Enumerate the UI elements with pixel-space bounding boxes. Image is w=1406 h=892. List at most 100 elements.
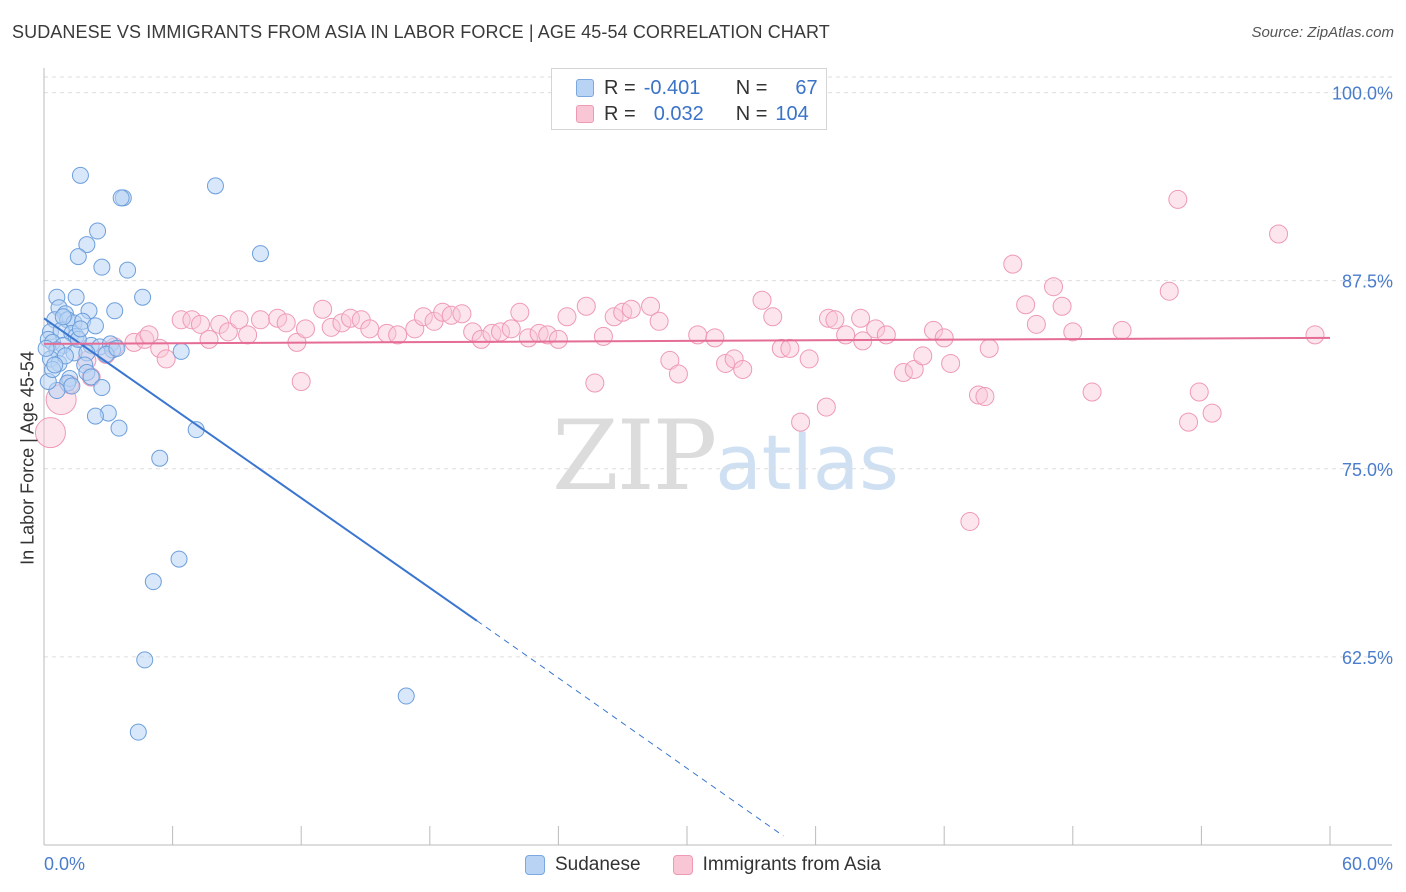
point-sudanese (112, 189, 130, 207)
point-sudanese (144, 573, 162, 591)
point-immigrants-from-asia (585, 373, 605, 393)
point-immigrants-from-asia (799, 349, 819, 369)
legend-row-sudanese: R = -0.401 N = 67 (552, 75, 818, 101)
point-sudanese (397, 687, 415, 705)
point-sudanese (78, 236, 96, 254)
point-immigrants-from-asia (313, 299, 333, 319)
point-immigrants-from-asia (660, 350, 680, 370)
watermark-zip: ZIP (552, 400, 717, 512)
point-immigrants-from-asia (413, 307, 433, 327)
series-sudanese (37, 166, 415, 741)
point-immigrants-from-asia (156, 349, 176, 369)
point-immigrants-from-asia (979, 338, 999, 358)
legend-swatch-sudanese (524, 855, 545, 875)
trend-line-sudanese-extrapolated (476, 620, 784, 837)
point-immigrants-from-asia (1044, 277, 1064, 297)
point-immigrants-from-asia (295, 319, 315, 339)
point-immigrants-from-asia (1179, 412, 1199, 432)
legend-n-label: N = (735, 76, 768, 99)
point-immigrants-from-asia (190, 314, 210, 334)
legend-label-sudanese: Sudanese (554, 854, 641, 875)
point-immigrants-from-asia (510, 302, 530, 322)
point-sudanese (63, 377, 81, 395)
point-immigrants-from-asia (705, 328, 725, 348)
point-immigrants-from-asia (733, 359, 753, 379)
legend-n-label: N = (735, 102, 768, 125)
point-immigrants-from-asia (182, 310, 202, 330)
point-immigrants-from-asia (501, 319, 521, 339)
point-immigrants-from-asia (791, 412, 811, 432)
x-tick-label: 60.0% (1342, 854, 1393, 874)
point-immigrants-from-asia (1052, 296, 1072, 316)
point-immigrants-from-asia (621, 299, 641, 319)
point-immigrants-from-asia (641, 296, 661, 316)
series-legend: Sudanese Immigrants from Asia (0, 852, 1406, 878)
point-immigrants-from-asia (548, 329, 568, 349)
point-sudanese (82, 368, 100, 386)
point-sudanese (67, 288, 85, 306)
point-sudanese (93, 379, 111, 397)
point-immigrants-from-asia (229, 310, 249, 330)
source-label: Source: ZipAtlas.com (1251, 24, 1394, 41)
x-tick-label: 0.0% (44, 854, 85, 874)
point-immigrants-from-asia (238, 325, 258, 345)
point-immigrants-from-asia (250, 310, 270, 330)
point-sudanese (71, 166, 89, 184)
legend-n-value: 104 (775, 102, 809, 125)
point-sudanese (86, 407, 104, 425)
point-sudanese (46, 356, 64, 374)
legend-label-immigrants-from-asia: Immigrants from Asia (702, 854, 881, 875)
legend-swatch-sudanese (576, 79, 594, 97)
point-immigrants-from-asia (171, 310, 191, 330)
stats-legend: R = -0.401 N = 67 R = 0.032 N = 104 (551, 68, 827, 130)
legend-r-label: R = (604, 102, 636, 125)
legend-item-sudanese[interactable]: Sudanese (524, 854, 641, 876)
point-immigrants-from-asia (332, 313, 352, 333)
point-immigrants-from-asia (291, 372, 311, 392)
point-sudanese (89, 222, 107, 240)
point-immigrants-from-asia (1168, 189, 1188, 209)
trend-line-sudanese (43, 317, 478, 622)
legend-swatch-immigrants-from-asia (672, 855, 693, 875)
point-sudanese (170, 550, 188, 568)
point-sudanese (136, 651, 154, 669)
point-immigrants-from-asia (913, 346, 933, 366)
point-immigrants-from-asia (825, 310, 845, 330)
point-sudanese (110, 419, 128, 437)
point-immigrants-from-asia (934, 328, 954, 348)
point-immigrants-from-asia (904, 359, 924, 379)
point-immigrants-from-asia (975, 387, 995, 407)
series-immigrants-from-asia (34, 189, 1325, 531)
point-sudanese (106, 302, 124, 320)
legend-r-value: -0.401 (643, 76, 701, 99)
point-sudanese (151, 449, 169, 467)
point-immigrants-from-asia (388, 325, 408, 345)
legend-item-immigrants-from-asia[interactable]: Immigrants from Asia (672, 854, 881, 876)
point-sudanese (86, 317, 104, 335)
point-sudanese (93, 258, 111, 276)
point-immigrants-from-asia (716, 353, 736, 373)
point-sudanese (54, 308, 72, 326)
point-immigrants-from-asia (763, 307, 783, 327)
point-immigrants-from-asia (471, 329, 491, 349)
point-sudanese (129, 723, 147, 741)
point-immigrants-from-asia (199, 329, 219, 349)
y-axis-label: In Labor Force | Age 45-54 (17, 351, 38, 565)
point-immigrants-from-asia (1159, 281, 1179, 301)
point-immigrants-from-asia (276, 313, 296, 333)
point-sudanese (71, 320, 89, 338)
point-immigrants-from-asia (1016, 295, 1036, 315)
legend-row-immigrants-from-asia: R = 0.032 N = 104 (552, 101, 809, 127)
point-immigrants-from-asia (752, 290, 772, 310)
point-sudanese (69, 248, 87, 266)
point-immigrants-from-asia (452, 304, 472, 324)
point-immigrants-from-asia (360, 319, 380, 339)
chart-title: SUDANESE VS IMMIGRANTS FROM ASIA IN LABO… (12, 22, 830, 42)
point-immigrants-from-asia (321, 317, 341, 337)
point-immigrants-from-asia (34, 417, 66, 449)
point-immigrants-from-asia (780, 338, 800, 358)
point-sudanese (206, 177, 224, 195)
legend-swatch-immigrants-from-asia (576, 105, 594, 123)
point-immigrants-from-asia (268, 308, 288, 328)
